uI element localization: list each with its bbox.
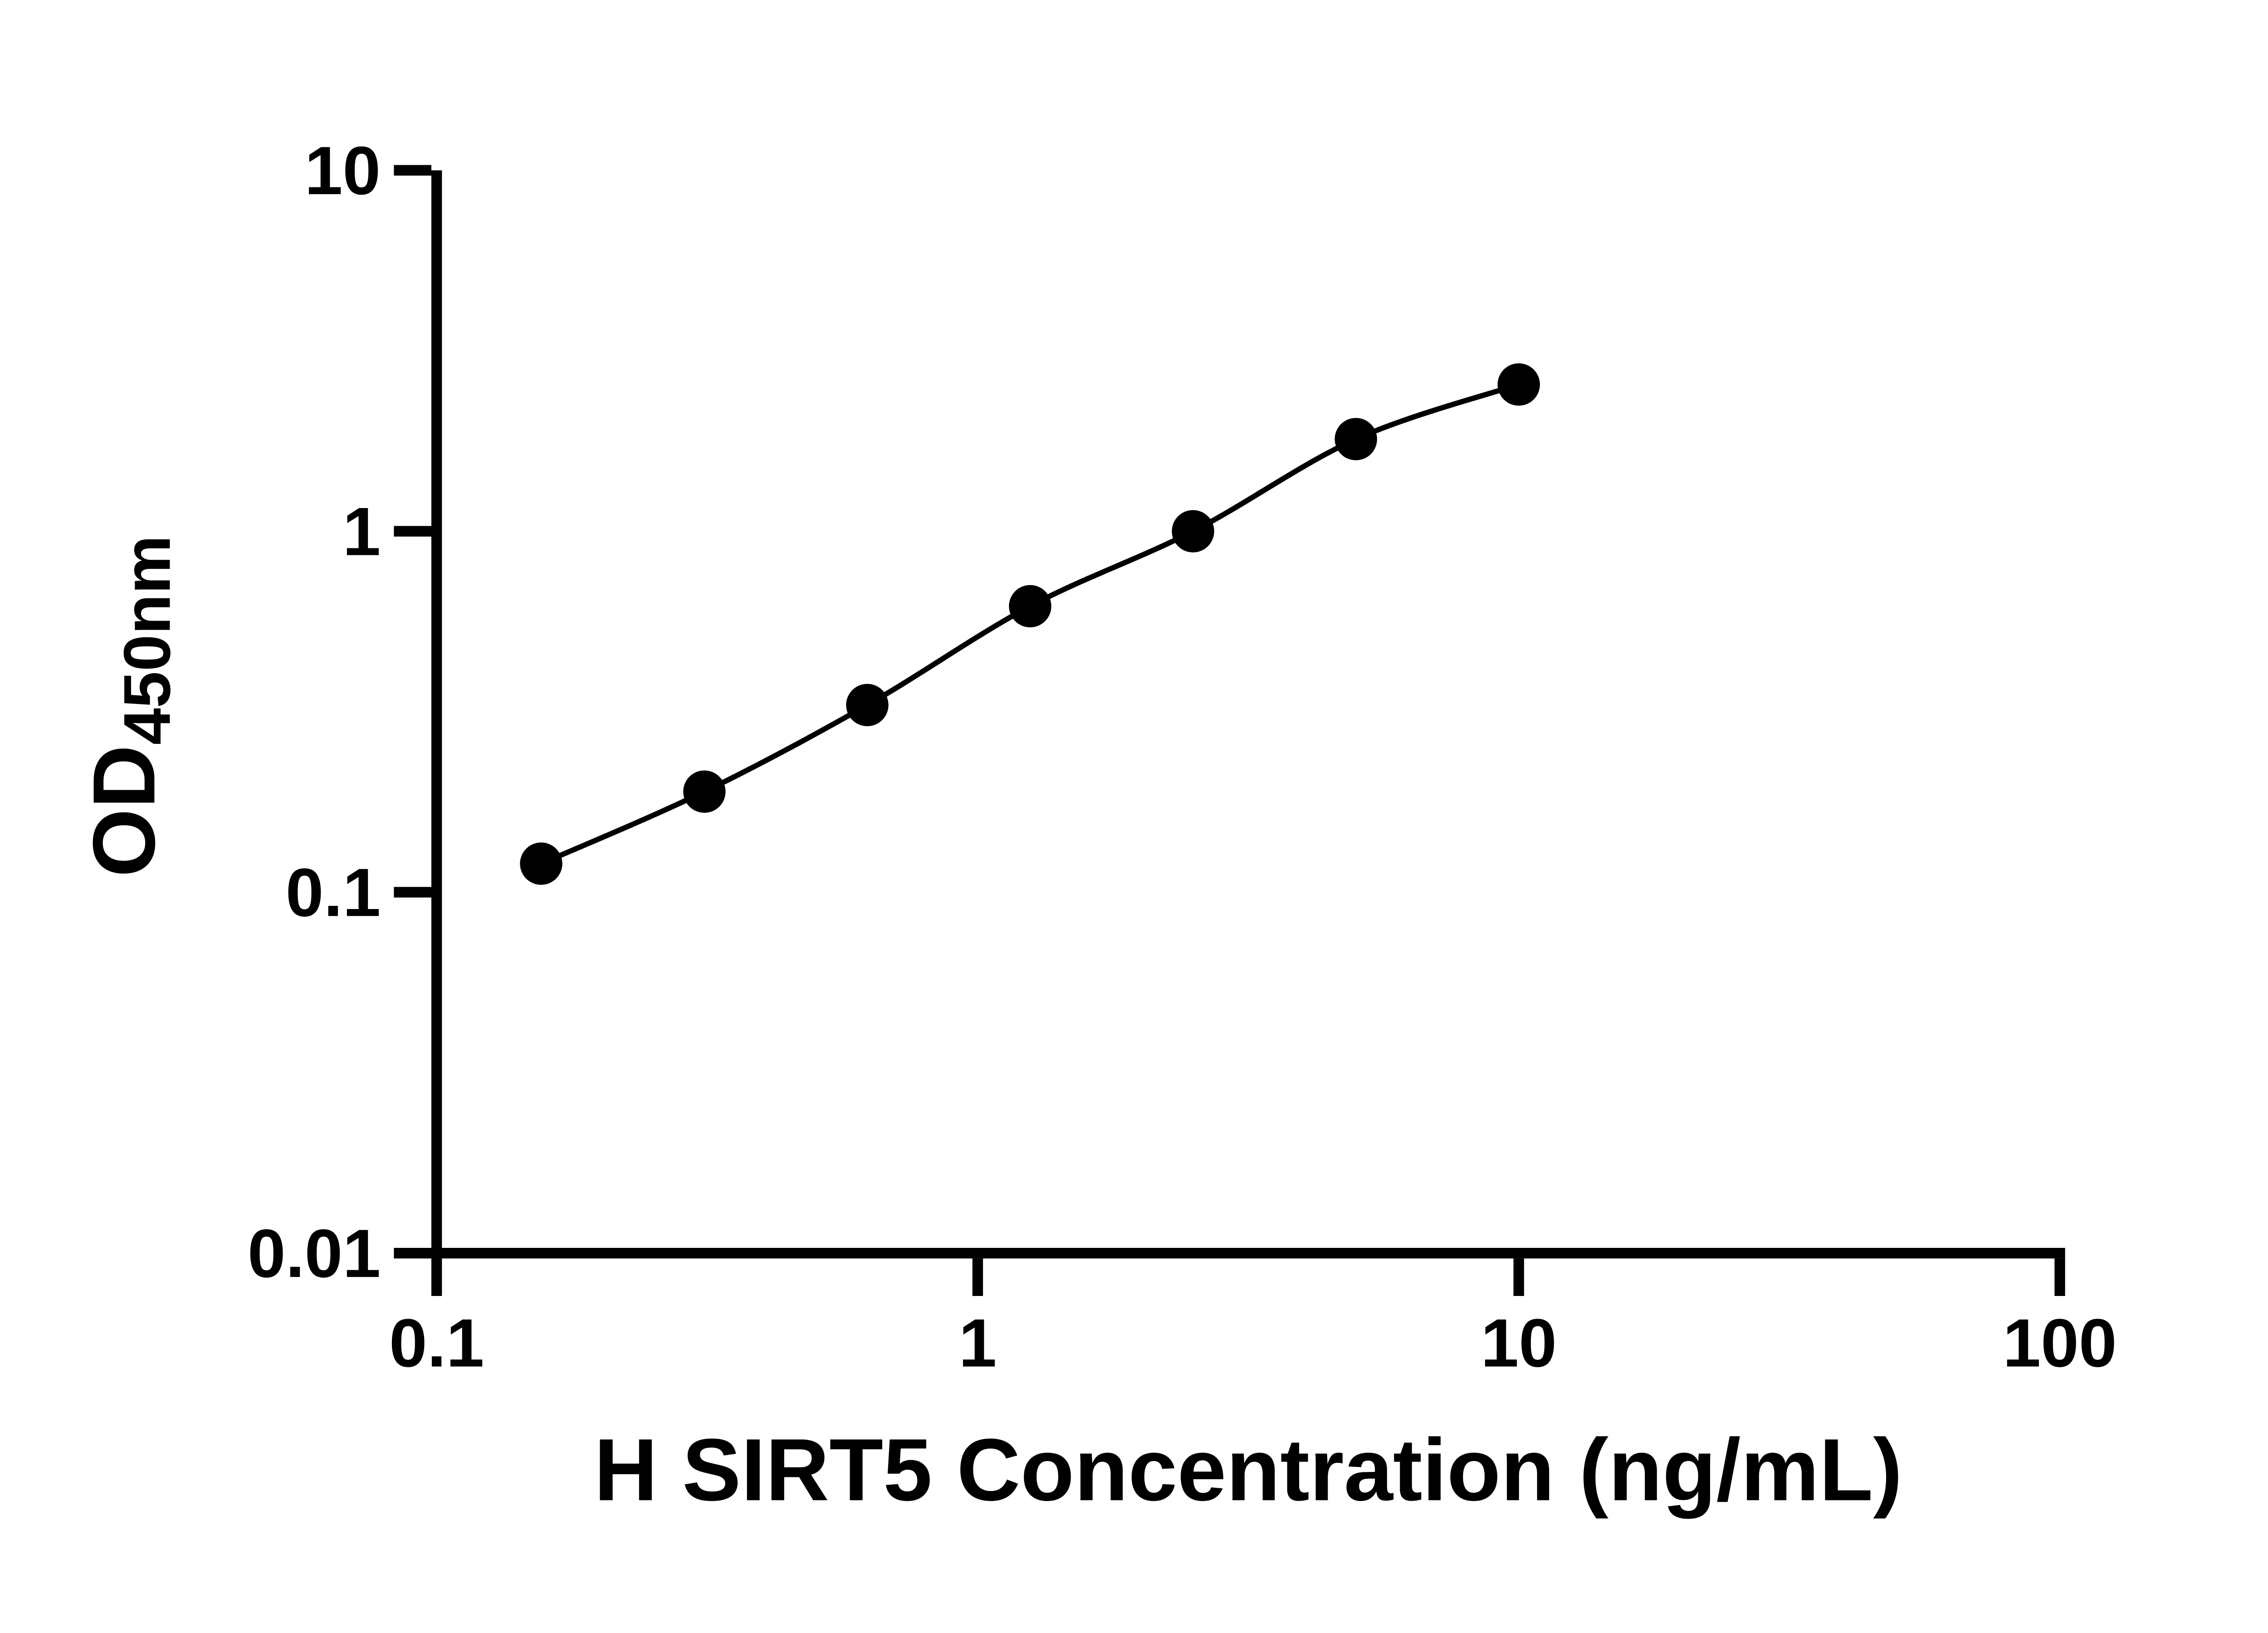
y-tick-label: 0.01 (248, 1215, 381, 1291)
x-tick-label: 10 (1481, 1305, 1557, 1381)
data-point-marker (1334, 418, 1377, 460)
y-tick-label: 0.1 (286, 854, 381, 930)
x-axis-title: H SIRT5 Concentration (ng/mL) (594, 1421, 1903, 1519)
data-point-marker (683, 770, 726, 813)
axes (431, 170, 2065, 1259)
y-axis-title-subscript: 450nm (110, 535, 184, 745)
data-point-marker (1009, 585, 1051, 628)
y-axis-title-main: OD (75, 745, 173, 877)
x-tick-label: 1 (959, 1305, 997, 1381)
x-tick-label: 0.1 (389, 1305, 484, 1381)
data-points (520, 363, 1540, 885)
data-point-marker (1497, 363, 1540, 406)
data-point-marker (846, 684, 889, 726)
y-tick-label: 1 (342, 494, 381, 570)
y-tick-label: 10 (305, 132, 381, 209)
data-point-marker (1172, 510, 1214, 552)
data-point-marker (520, 842, 562, 885)
x-tick-label: 100 (2003, 1305, 2116, 1381)
y-axis-title: OD450nm (75, 535, 184, 877)
axis-ticks (394, 165, 2065, 1296)
